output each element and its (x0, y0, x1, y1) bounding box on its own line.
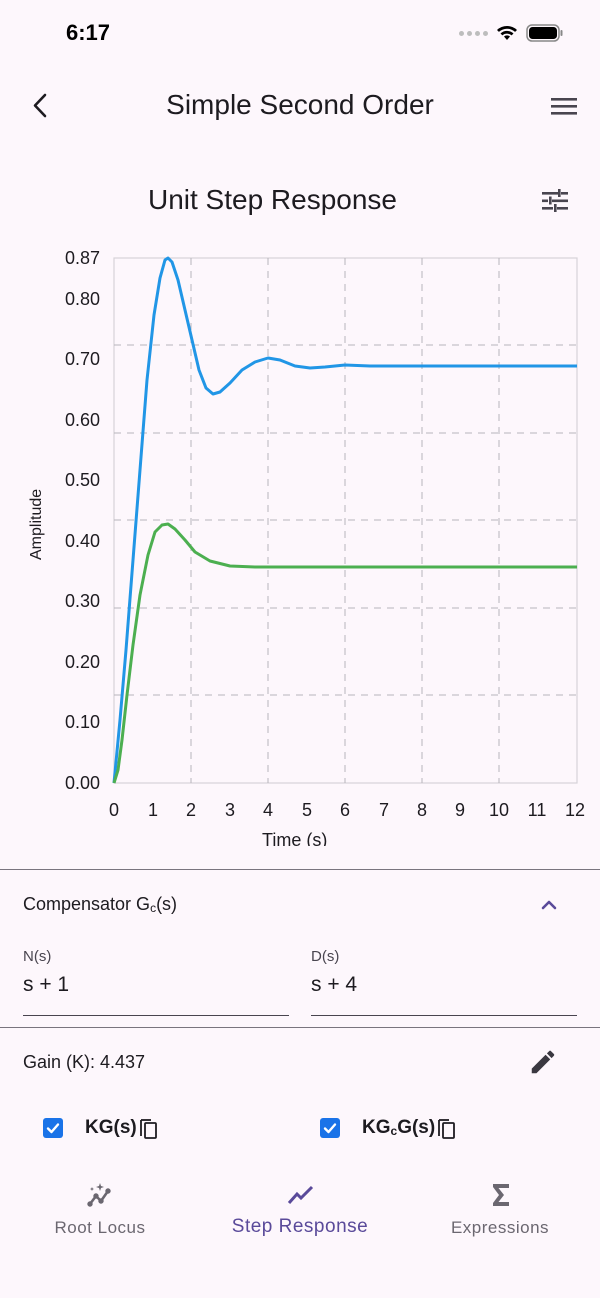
chart-header: Unit Step Response (0, 178, 600, 228)
x-tick: 5 (301, 800, 312, 820)
kg-checkbox[interactable] (43, 1118, 63, 1138)
compensator-title[interactable]: Compensator Gc(s) (23, 894, 178, 915)
menu-button[interactable] (548, 90, 580, 122)
chart-settings-button[interactable] (538, 184, 572, 218)
compensator-panel: Compensator Gc(s) N(s) s + 1 D(s) s + 4 (0, 872, 600, 1028)
kg-label: KG(s) (85, 1117, 137, 1138)
root-locus-icon (87, 1183, 111, 1207)
status-icons (459, 24, 564, 42)
y-tick: 0.30 (64, 591, 100, 611)
step-response-chart: 0.87 0.80 0.70 0.60 0.50 0.40 0.30 0.20 … (0, 240, 600, 850)
y-tick: 0.40 (64, 531, 100, 551)
x-tick: 4 (262, 800, 273, 820)
y-tick: 0.00 (64, 773, 100, 793)
copy-icon (139, 1119, 157, 1139)
page-title: Simple Second Order (166, 89, 434, 120)
y-tick: 0.80 (64, 289, 100, 309)
kgcg-checkbox[interactable] (320, 1118, 340, 1138)
toggle-kgcg: KGcG(s) (320, 1110, 459, 1146)
x-tick: 7 (378, 800, 389, 820)
divider (0, 1027, 600, 1028)
nav-label: Root Locus (54, 1218, 146, 1237)
y-tick: 0.10 (64, 712, 100, 732)
divider (0, 869, 600, 870)
y-tick: 0.70 (64, 349, 100, 369)
chevron-up-icon (541, 900, 557, 910)
copy-kgcg-button[interactable] (437, 1116, 459, 1140)
denominator-field[interactable]: D(s) s + 4 (311, 948, 577, 1016)
battery-icon (526, 24, 563, 42)
x-tick: 0 (108, 800, 119, 820)
checkmark-icon (323, 1123, 337, 1134)
chart-title: Unit Step Response (147, 184, 398, 215)
bottom-navigation: Root Locus Step Response Expressions (0, 1170, 600, 1298)
gain-row: Gain (K): 4.437 (0, 1045, 600, 1085)
kgcg-label: KGcG(s) (362, 1117, 436, 1138)
denominator-input[interactable]: s + 4 (311, 973, 358, 996)
x-tick: 1 (147, 800, 158, 820)
x-tick: 12 (564, 800, 586, 820)
field-underline (23, 1015, 289, 1016)
series-toggles: KG(s) KGcG(s) (0, 1110, 600, 1146)
app-bar: Simple Second Order (0, 76, 600, 136)
x-axis-label: Time (s) (262, 830, 328, 846)
pencil-icon (531, 1050, 555, 1074)
collapse-button[interactable] (536, 892, 562, 918)
status-bar: 6:17 (0, 0, 600, 70)
nav-label: Expressions (450, 1218, 550, 1237)
nav-expressions[interactable]: Expressions (400, 1170, 600, 1250)
grid-lines (114, 258, 577, 783)
x-tick: 11 (527, 800, 547, 820)
numerator-field[interactable]: N(s) s + 1 (23, 948, 289, 1016)
copy-kg-button[interactable] (139, 1116, 161, 1140)
hamburger-menu-icon (551, 98, 577, 115)
y-tick: 0.20 (64, 652, 100, 672)
y-tick: 0.60 (64, 410, 100, 430)
denominator-label: D(s) (311, 948, 340, 965)
x-tick: 3 (224, 800, 235, 820)
nav-label: Step Response (231, 1216, 369, 1237)
tune-sliders-icon (542, 189, 568, 212)
nav-step-response[interactable]: Step Response (200, 1170, 400, 1250)
status-time: 6:17 (66, 20, 111, 45)
series-kgcg-line (112, 522, 577, 784)
x-tick: 2 (185, 800, 196, 820)
checkmark-icon (46, 1123, 60, 1134)
x-tick: 9 (454, 800, 465, 820)
edit-gain-button[interactable] (528, 1047, 558, 1077)
gain-value: Gain (K): 4.437 (23, 1052, 146, 1072)
series-kg-line (112, 256, 577, 784)
back-button[interactable] (24, 88, 60, 124)
plot-area (112, 256, 578, 784)
wifi-icon (497, 26, 517, 40)
x-tick: 8 (416, 800, 427, 820)
cellular-signal-icon (459, 30, 488, 36)
nav-root-locus[interactable]: Root Locus (0, 1170, 200, 1250)
step-response-icon (287, 1185, 314, 1204)
field-underline (311, 1015, 577, 1016)
y-tick: 0.50 (64, 470, 100, 490)
y-tick: 0.87 (64, 248, 100, 268)
toggle-kg: KG(s) (43, 1110, 161, 1146)
copy-icon (438, 1119, 456, 1139)
sigma-icon (493, 1184, 509, 1206)
numerator-label: N(s) (23, 948, 52, 965)
numerator-input[interactable]: s + 1 (23, 973, 70, 996)
x-tick: 10 (488, 800, 510, 820)
x-tick: 6 (339, 800, 350, 820)
chevron-left-icon (33, 93, 47, 118)
